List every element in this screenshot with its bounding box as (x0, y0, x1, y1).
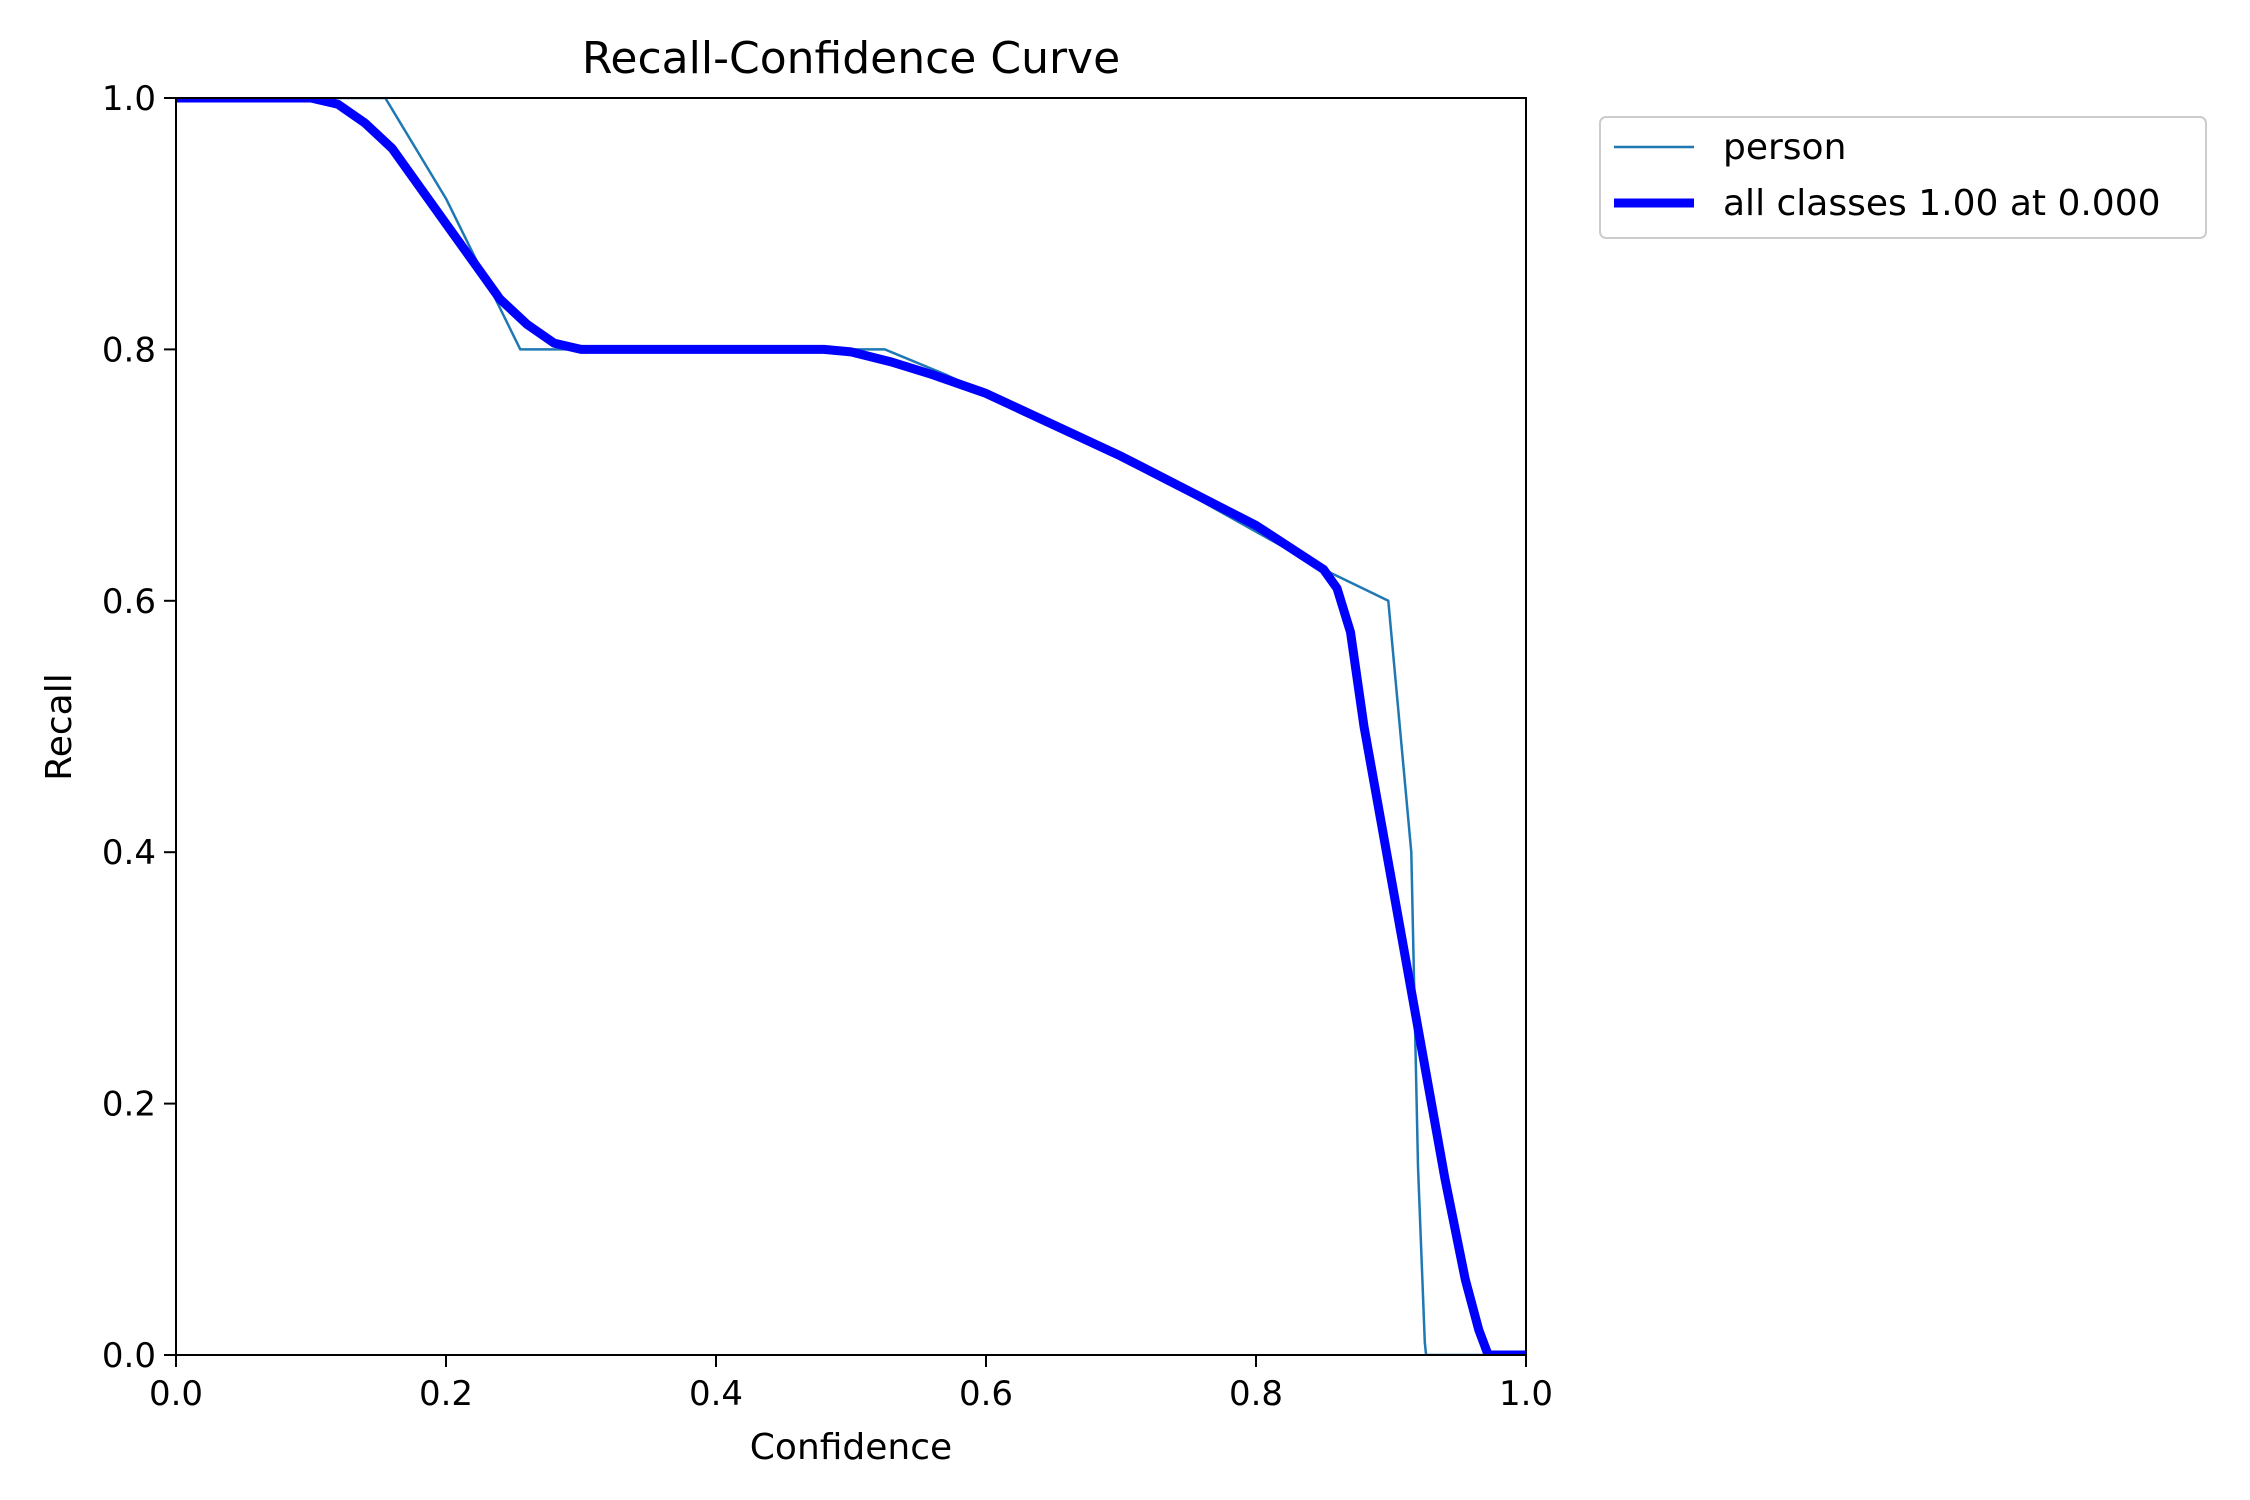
x-tick-label: 1.0 (1499, 1374, 1553, 1414)
series-line-all-classes (176, 98, 1526, 1355)
y-tick-label: 0.6 (102, 582, 156, 622)
y-axis-ticks: 0.0 0.2 0.4 0.6 0.8 1.0 (102, 79, 176, 1376)
legend-frame (1599, 116, 2207, 239)
chart-title: Recall-Confidence Curve (582, 33, 1120, 84)
y-tick-label: 0.4 (102, 833, 156, 873)
y-tick-label: 0.2 (102, 1085, 156, 1125)
x-tick-label: 0.8 (1229, 1374, 1283, 1414)
legend: person all classes 1.00 at 0.000 (1599, 116, 2207, 239)
y-tick-label: 1.0 (102, 79, 156, 119)
legend-label: all classes 1.00 at 0.000 (1723, 183, 2161, 224)
y-axis-label: Recall (39, 673, 80, 780)
x-tick-label: 0.6 (959, 1374, 1013, 1414)
x-axis-ticks: 0.0 0.2 0.4 0.6 0.8 1.0 (149, 1355, 1553, 1414)
x-axis-label: Confidence (750, 1427, 952, 1468)
plot-frame (175, 97, 1527, 1356)
y-tick-label: 0.0 (102, 1336, 156, 1376)
x-tick-label: 0.2 (419, 1374, 473, 1414)
legend-label: person (1723, 127, 1846, 168)
plot-area (175, 97, 1527, 1356)
x-tick-label: 0.4 (689, 1374, 743, 1414)
series-layer (176, 98, 1526, 1355)
x-tick-label: 0.0 (149, 1374, 203, 1414)
y-tick-label: 0.8 (102, 330, 156, 370)
